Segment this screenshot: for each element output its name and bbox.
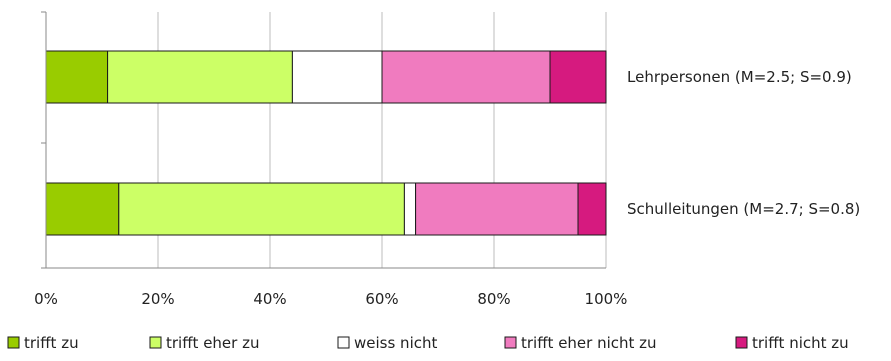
x-tick-label: 100% [585, 290, 628, 308]
x-axis: 0% 20% 40% 60% 80% 100% [34, 11, 628, 308]
category-label: Lehrpersonen (M=2.5; S=0.9) [627, 68, 852, 86]
bar-segment [107, 50, 293, 104]
bar-segment [577, 182, 607, 236]
bar-segment [403, 182, 417, 236]
bar-segment [549, 50, 607, 104]
bar-segment [291, 50, 383, 104]
x-tick-label: 0% [34, 290, 58, 308]
bar-segment [381, 50, 551, 104]
category-label: Schulleitungen (M=2.7; S=0.8) [627, 200, 860, 218]
x-tick-label: 60% [365, 290, 398, 308]
legend-swatch [337, 336, 350, 349]
legend-label: trifft eher zu [166, 334, 259, 352]
legend-swatch [7, 336, 20, 349]
x-tick-label: 80% [477, 290, 510, 308]
bars [45, 50, 607, 236]
legend-swatch [149, 336, 162, 349]
bar-segment [45, 182, 120, 236]
bar-segment [415, 182, 579, 236]
x-tick-label: 40% [253, 290, 286, 308]
legend-label: trifft nicht zu [752, 334, 849, 352]
legend: trifft zu trifft eher zu weiss nicht trifft… [7, 334, 849, 352]
bar-segment [118, 182, 405, 236]
category-labels: Lehrpersonen (M=2.5; S=0.9) Schulleitunge… [627, 68, 860, 218]
x-tick-label: 20% [141, 290, 174, 308]
legend-label: weiss nicht [354, 334, 437, 352]
legend-swatch [504, 336, 517, 349]
bar-segment [45, 50, 109, 104]
legend-label: trifft zu [24, 334, 79, 352]
legend-label: trifft eher nicht zu [521, 334, 657, 352]
legend-swatch [735, 336, 748, 349]
